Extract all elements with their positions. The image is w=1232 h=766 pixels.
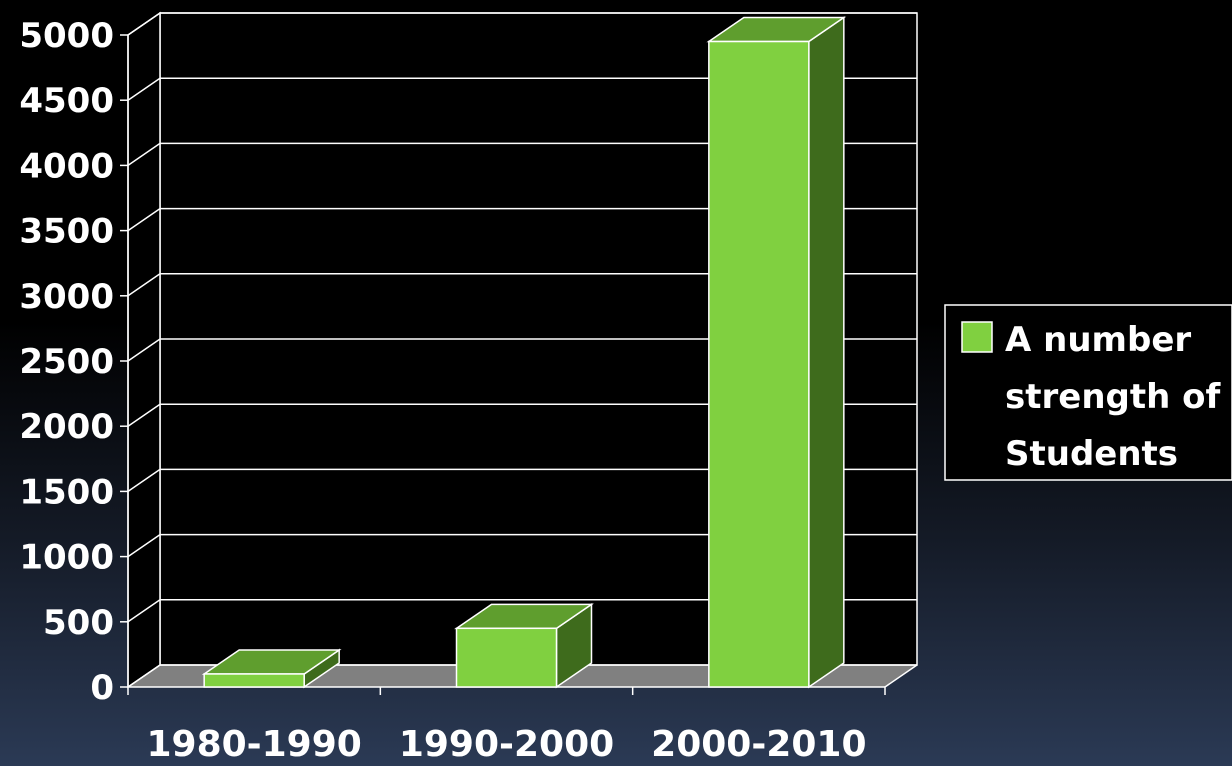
gridline (127, 12, 917, 36)
y-tick-label: 3500 (19, 212, 114, 252)
y-tick-label: 4000 (19, 146, 114, 186)
y-tick-label: 500 (43, 603, 114, 643)
y-tick-label: 0 (90, 668, 114, 708)
gridline (127, 599, 917, 623)
legend-swatch (961, 321, 993, 353)
bar-front (708, 40, 810, 688)
y-tick-label: 1500 (19, 472, 114, 512)
y-tick-label: 1000 (19, 538, 114, 578)
y-tick-label: 5000 (19, 16, 114, 56)
gridline (127, 338, 917, 362)
bar-front (455, 627, 558, 688)
bar-front (203, 673, 305, 688)
bars (201, 16, 847, 689)
gridline (127, 77, 917, 101)
legend-line-2: strength of (1005, 377, 1222, 417)
y-tick-label: 4500 (19, 81, 114, 121)
x-axis-category-labels: 1980-1990 1990-2000 2000-2010 (146, 724, 866, 765)
legend-box (944, 304, 1232, 481)
gridline (127, 207, 917, 232)
legend-line-1: A number (1005, 320, 1191, 360)
gridline (127, 142, 917, 167)
y-tick-label: 2500 (19, 342, 114, 382)
legend-line-3: Students (1005, 434, 1178, 474)
gridline (127, 273, 917, 297)
gridline (127, 533, 917, 558)
gridline (127, 403, 917, 427)
gridlines (127, 12, 917, 688)
x-category-label: 1990-2000 (399, 724, 614, 765)
legend: A number strength of Students (944, 304, 1232, 481)
y-tick-label: 2000 (19, 407, 114, 447)
y-axis-tick-labels: 0 500 1000 1500 2000 2500 3000 3500 4000 4500 5000 (19, 16, 114, 708)
gridline (127, 664, 917, 688)
x-category-label: 1980-1990 (146, 724, 361, 765)
gridline (127, 468, 917, 493)
y-tick-label: 3000 (19, 277, 114, 317)
bar-side (808, 16, 845, 689)
x-category-label: 2000-2010 (651, 724, 866, 765)
floor-edge (884, 664, 918, 688)
bar-2000-2010 (706, 16, 847, 689)
bar-1980-1990 (201, 648, 342, 689)
bar-1990-2000 (454, 602, 594, 689)
